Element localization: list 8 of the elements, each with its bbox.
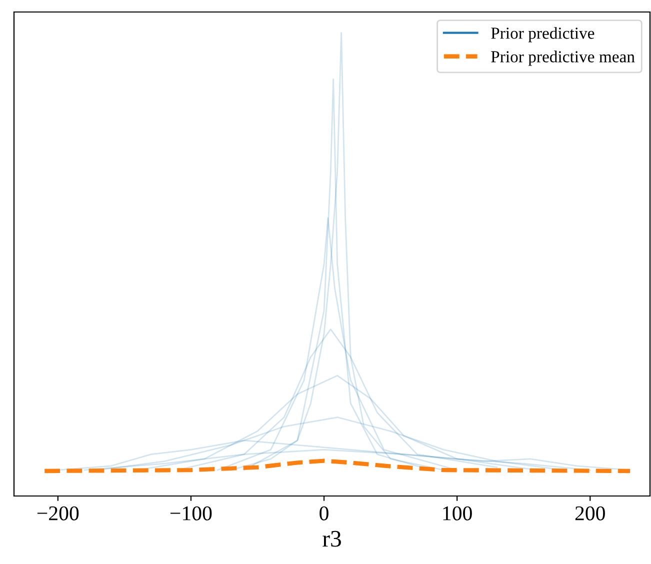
x-tick-label: −200 [37,506,79,520]
legend-label: Prior predictive mean [491,50,635,66]
x-tick-label: −100 [170,506,212,520]
x-tick-label: 0 [320,506,328,520]
x-tick-label: 100 [443,506,472,520]
legend-label: Prior predictive [491,27,594,42]
x-axis-title: r3 [322,530,341,547]
x-tick-label: 200 [575,506,605,520]
